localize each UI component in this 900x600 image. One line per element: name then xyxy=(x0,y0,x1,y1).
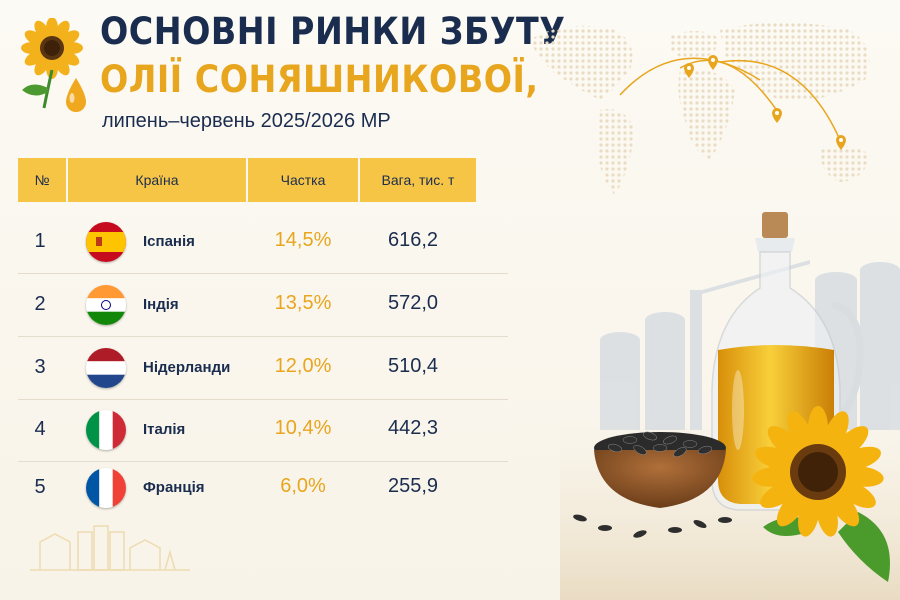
seeds-bowl-icon xyxy=(573,431,732,538)
france-flag-icon xyxy=(86,468,126,508)
weight-value: 255,9 xyxy=(387,475,439,497)
weight-value: 442,3 xyxy=(387,417,439,439)
table-row: 3 Нідерланди 12,0% 510,4 xyxy=(18,338,508,398)
italy-flag-icon xyxy=(86,410,126,450)
share-value: 13,5% xyxy=(274,292,332,314)
oil-bottle-illustration xyxy=(560,212,900,600)
divider xyxy=(18,273,508,274)
grain-elevator-icon xyxy=(30,525,190,571)
location-pin-icon xyxy=(684,55,846,150)
divider xyxy=(18,336,508,337)
share-value: 10,4% xyxy=(274,417,332,439)
subtitle: липень–червень 2025/2026 МР xyxy=(102,110,391,132)
row-number: 3 xyxy=(34,356,46,378)
table-row: 1 Іспанія 14,5% 616,2 xyxy=(18,212,508,272)
share-value: 14,5% xyxy=(274,229,332,251)
world-map-icon xyxy=(530,22,870,195)
header-number: № xyxy=(34,172,50,188)
table-row: 2 Індія 13,5% 572,0 xyxy=(18,275,508,335)
divider xyxy=(18,461,508,462)
row-number: 1 xyxy=(34,230,46,252)
header-country: Країна xyxy=(135,172,179,188)
share-value: 12,0% xyxy=(274,355,332,377)
table-row: 4 Італія 10,4% 442,3 xyxy=(18,400,508,460)
share-value: 6,0% xyxy=(280,475,326,497)
country-name: Італія xyxy=(143,421,186,438)
header-weight: Вага, тис. т xyxy=(381,172,455,188)
sunflower-logo-icon xyxy=(21,18,86,112)
title-line-2: ОЛІЇ СОНЯШНИКОВОЇ, xyxy=(100,58,539,101)
country-name: Франція xyxy=(143,479,205,496)
sunflower-icon xyxy=(752,406,890,582)
row-number: 2 xyxy=(34,293,46,315)
spain-flag-icon xyxy=(86,222,126,262)
header-share: Частка xyxy=(280,172,326,188)
table-header: № Країна Частка Вага, тис. т xyxy=(18,158,476,202)
title-line-1: ОСНОВНІ РИНКИ ЗБУТУ xyxy=(100,10,566,53)
netherlands-flag-icon xyxy=(86,348,126,388)
weight-value: 510,4 xyxy=(387,355,439,377)
table-row: 5 Франція 6,0% 255,9 xyxy=(18,458,508,518)
india-flag-icon xyxy=(86,285,126,325)
row-number: 4 xyxy=(34,418,46,440)
country-name: Індія xyxy=(143,296,179,313)
weight-value: 616,2 xyxy=(387,229,439,251)
country-name: Нідерланди xyxy=(143,359,231,376)
weight-value: 572,0 xyxy=(387,292,439,314)
country-name: Іспанія xyxy=(143,233,195,250)
row-number: 5 xyxy=(34,476,46,498)
divider xyxy=(18,399,508,400)
